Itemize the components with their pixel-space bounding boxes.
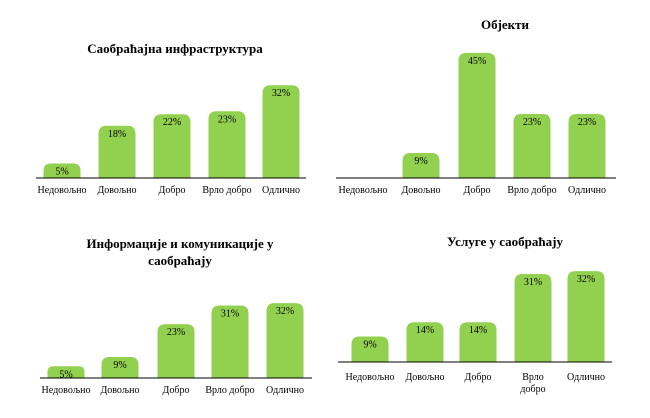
data-label-2-3: 45% (468, 56, 486, 67)
category-label-1-1: Недовољно (38, 185, 87, 196)
data-label-3-4: 31% (221, 308, 239, 319)
category-label-2-1: Недовољно (339, 185, 388, 196)
category-label-1-5: Одлично (262, 185, 300, 196)
bar-2-3 (458, 52, 496, 178)
bar-1-3 (153, 114, 191, 178)
category-label-3-4: Врло добро (205, 385, 254, 396)
data-label-2-2: 9% (414, 156, 427, 167)
bar-4-2 (406, 322, 444, 362)
category-label-3-5: Одлично (266, 385, 304, 396)
bar-1-1 (43, 163, 81, 178)
category-label-2-4: Врло добро (507, 185, 556, 196)
chart-title-3: Информације и комуникације у саобраћају (86, 236, 274, 268)
bar-1-4 (208, 111, 246, 178)
category-label-2-3: Добро (464, 185, 491, 196)
data-label-1-4: 23% (218, 114, 236, 125)
data-label-2-4: 23% (523, 117, 541, 128)
data-label-2-5: 23% (578, 117, 596, 128)
data-label-3-2: 9% (113, 360, 126, 371)
category-label-4-5: Одлично (567, 372, 605, 383)
bar-4-5 (567, 271, 605, 362)
bar-3-1 (47, 366, 85, 378)
chart-4: 9% Недовољно 14% Довољно 14% Добро 31% Врло добр… (338, 271, 612, 395)
data-label-3-1: 5% (59, 369, 72, 380)
category-label-4-4: Врло добро (520, 372, 545, 395)
data-label-1-2: 18% (108, 129, 126, 140)
category-label-4-2: Довољно (405, 372, 444, 383)
category-label-1-2: Довољно (97, 185, 136, 196)
data-label-1-5: 32% (272, 88, 290, 99)
bar-1-5 (262, 85, 300, 178)
data-label-3-5: 32% (276, 306, 294, 317)
category-label-2-5: Одлично (568, 185, 606, 196)
chart-2: Недовољно 9% Довољно 45% Добро 23% Врло добро 2… (336, 52, 616, 196)
bar-4-1 (351, 336, 389, 362)
bar-2-2 (402, 152, 440, 178)
category-label-3-2: Довољно (100, 385, 139, 396)
data-label-4-5: 32% (577, 274, 595, 285)
bar-3-5 (266, 303, 304, 378)
bar-2-5 (568, 114, 606, 178)
bar-3-2 (101, 356, 139, 378)
data-label-4-4: 31% (524, 277, 542, 288)
data-label-3-3: 23% (167, 327, 185, 338)
bar-4-4 (514, 273, 552, 362)
bar-4-3 (459, 322, 497, 362)
bar-3-4 (211, 305, 249, 378)
category-label-1-4: Врло добро (202, 185, 251, 196)
chart-3: 5% Недовољно 9% Довољно 23% Добро 31% Врло добр… (40, 303, 312, 396)
chart-1: 5% Недовољно 18% Довољно 22% Добро 23% Врло доб… (36, 85, 306, 196)
chart-title-4: Услуге у саобраћају (447, 234, 563, 249)
category-label-1-3: Добро (159, 185, 186, 196)
category-label-3-1: Недовољно (42, 385, 91, 396)
data-label-4-3: 14% (469, 325, 487, 336)
bar-2-4 (513, 114, 551, 178)
category-label-4-3: Добро (465, 372, 492, 383)
data-label-1-1: 5% (55, 167, 68, 178)
data-label-1-3: 22% (163, 117, 181, 128)
bar-3-3 (157, 324, 195, 378)
chart-title-2: Објекти (480, 17, 530, 32)
category-label-3-3: Добро (163, 385, 190, 396)
chart-title-1: Саобраћајна инфраструктура (87, 41, 263, 56)
bar-1-2 (98, 125, 136, 178)
category-label-4-1: Недовољно (346, 372, 395, 383)
data-label-4-1: 9% (363, 339, 376, 350)
category-label-2-2: Довољно (401, 185, 440, 196)
data-label-4-2: 14% (416, 325, 434, 336)
